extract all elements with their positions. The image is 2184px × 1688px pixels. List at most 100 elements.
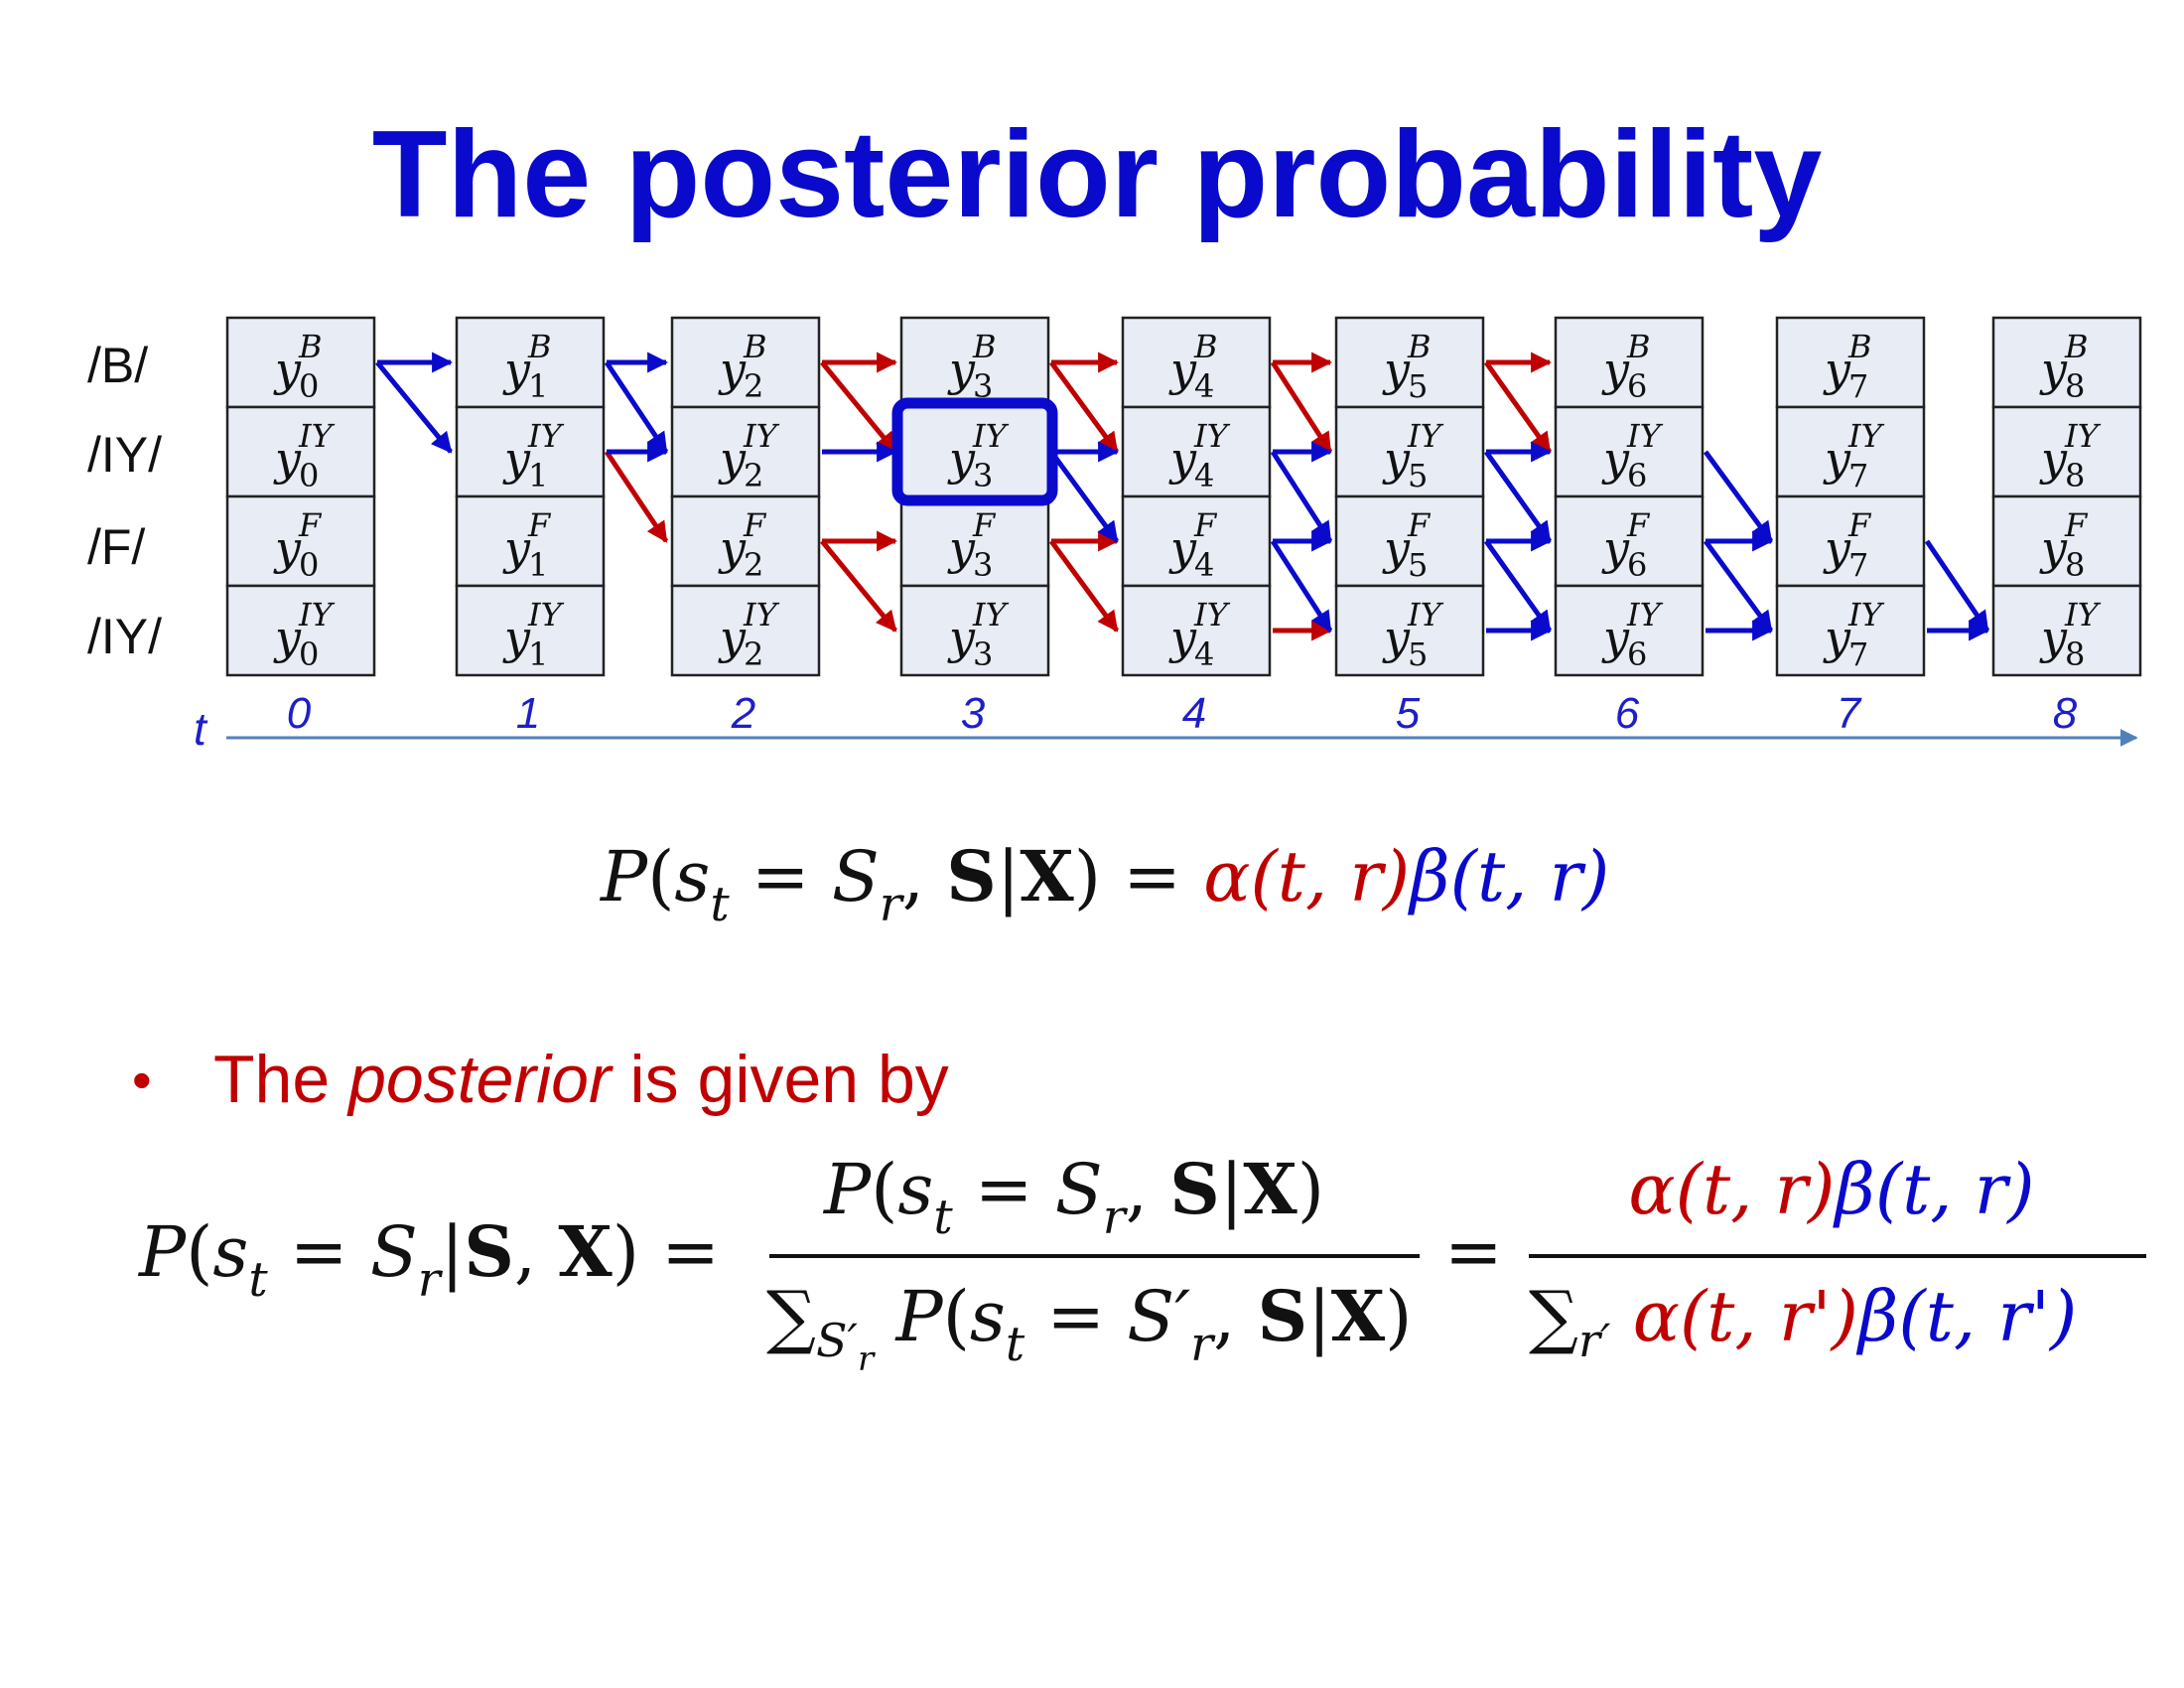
trellis-cell [1554,316,1705,409]
row-label: /B/ [87,338,148,393]
highlight-layer [891,397,1058,506]
trellis-cell [1334,494,1485,588]
cell-label: y6IY [1601,596,1664,673]
transition-arrow [1703,539,1774,633]
trellis-cell [225,584,376,677]
trellis-cell [225,494,376,588]
trellis-cell [225,316,376,409]
transition-arrow [375,360,453,454]
row-label: /IY/ [87,427,162,483]
trellis-cell [1775,316,1926,409]
cell-label: y4B [1168,328,1218,405]
beta-term: β(t, r) [1407,836,1609,917]
trellis-cell [670,405,821,498]
time-axis: t [194,703,2138,755]
cell-label: y7IY [1823,596,1885,673]
cell-label: y4IY [1168,417,1231,494]
transition-arrow [1270,450,1333,543]
transition-arrow [1703,450,1774,543]
cell-label: y3IY [947,417,1010,494]
highlighted-cell [891,397,1058,506]
trellis-arrows [375,352,1990,641]
cell-label: y6IY [1601,417,1664,494]
time-tick-label: 4 [1182,689,1206,738]
trellis-cell [670,584,821,677]
cell-label: y0B [273,328,323,405]
trellis-cells: y0B y0IY y0F y0IY y1B y1IY y1F y1IY y2B y2IY y2F y2… [225,316,2142,677]
transition-arrow [1483,539,1553,633]
time-tick-label: 8 [2053,689,2078,738]
trellis-cell [899,316,1050,409]
page-title: The posterior probability [372,106,1823,243]
cell-label: y1IY [502,596,565,673]
trellis-cell [1775,405,1926,498]
cell-label: y0IY [273,417,336,494]
cell-label: y6B [1601,328,1651,405]
time-tick-label: 3 [961,689,986,738]
cell-label: y1F [502,506,552,584]
cell-label: y0F [273,506,323,584]
transition-arrow [1483,450,1553,543]
cell-label: y8IY [2039,596,2102,673]
trellis-cell [1121,405,1272,498]
cell-label: y7B [1823,328,1872,405]
cell-label: y0IY [273,596,336,673]
trellis-cell [225,405,376,498]
cell-label: y2IY [718,596,780,673]
cell-label: y3IY [947,596,1010,673]
transition-arrow [1483,360,1553,454]
trellis-cell [455,494,606,588]
trellis-cell [455,584,606,677]
bullet-marker: • [132,1049,152,1111]
cell-label: y7IY [1823,417,1885,494]
trellis-cell [1991,316,2142,409]
row-label: /F/ [87,519,145,575]
joint-probability-equation: P(st = Sr, S|X) = α(t, r)β(t, r) [599,835,1609,932]
posterior-equation: P(st = Sr|S, X) = P(st = Sr, S|X) ∑S′r P… [137,1148,2146,1379]
cell-label: y2F [718,506,767,584]
bullet-item: • The posterior is given by [132,1042,949,1117]
transition-arrow [820,539,897,633]
transition-arrow [1270,539,1333,633]
cell-label: y2IY [718,417,780,494]
cell-label: y5F [1382,506,1432,584]
svg-text:∑S′r P(st = S′r, S|X): ∑S′r P(st = S′r, S|X) [766,1275,1412,1379]
alpha-term: α(t, r) [1203,836,1410,917]
time-axis-label: t [194,703,208,755]
trellis-cell [670,494,821,588]
transition-arrow [1048,360,1120,454]
trellis-cell [899,584,1050,677]
cell-label: y4F [1168,506,1218,584]
cell-label: y1IY [502,417,565,494]
cell-label: y8IY [2039,417,2102,494]
bullet-text: The posterior is given by [213,1042,949,1117]
time-tick-labels: 0 1 2 3 4 5 6 7 8 [287,689,2078,738]
trellis-cell [1554,494,1705,588]
trellis-cell [1121,584,1272,677]
cell-label: y3F [947,506,997,584]
time-tick-label: 5 [1396,689,1421,738]
trellis-cell [1121,316,1272,409]
cell-label: y4IY [1168,596,1231,673]
svg-text:P(st = Sr|S, X) =: P(st = Sr|S, X) = [137,1210,720,1308]
cell-label: y3B [947,328,997,405]
transition-arrow [820,360,897,454]
cell-label: y8B [2039,328,2089,405]
cell-label: y6F [1601,506,1651,584]
cell-label: y8F [2039,506,2089,584]
row-labels: /B/ /IY/ /F/ /IY/ [87,338,162,664]
cell-label: y1B [502,328,552,405]
cell-label: y5IY [1382,596,1444,673]
transition-arrow [604,450,669,543]
row-label: /IY/ [87,609,162,664]
trellis-cell [1121,494,1272,588]
trellis-cell [1554,584,1705,677]
time-tick-label: 0 [287,689,312,738]
time-tick-label: 1 [516,689,540,738]
time-tick-label: 7 [1837,689,1862,738]
cell-label: y7F [1823,506,1872,584]
trellis-diagram: /B/ /IY/ /F/ /IY/ y0B y0IY y0F y0IY y1B y1IY y1F y… [87,316,2142,755]
transition-arrow [1048,539,1120,633]
trellis-cell [1334,316,1485,409]
